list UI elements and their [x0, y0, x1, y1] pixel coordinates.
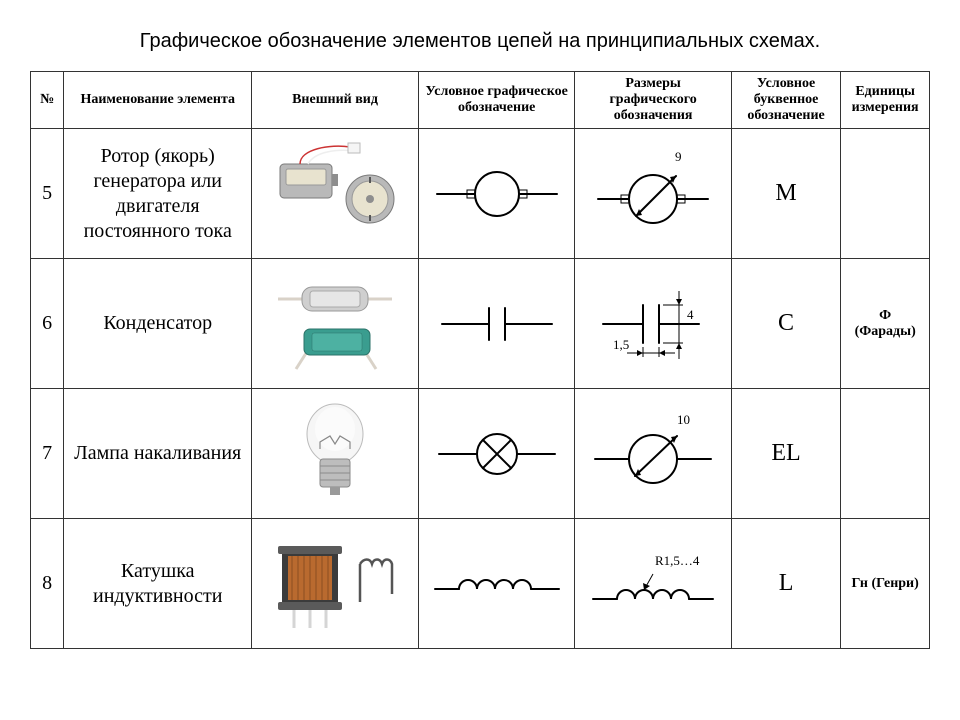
appearance-motor — [252, 129, 419, 259]
dims-capacitor: 1,5 4 — [575, 259, 731, 389]
letter-lamp: EL — [731, 389, 841, 519]
th-letter: Условное буквенное обозначение — [731, 72, 841, 129]
th-name: Наименование элемента — [64, 72, 252, 129]
table-row: 7 Лампа накаливания — [31, 389, 930, 519]
unit-motor — [841, 129, 930, 259]
table-row: 5 Ротор (якорь) генератора или двигателя… — [31, 129, 930, 259]
row-name: Ротор (якорь) генератора или двигателя п… — [64, 129, 252, 259]
table-row: 8 Катушка индуктивности — [31, 519, 930, 649]
unit-lamp — [841, 389, 930, 519]
symbol-capacitor — [418, 259, 574, 389]
row-name: Конденсатор — [64, 259, 252, 389]
th-dims: Размеры графического обозначения — [575, 72, 731, 129]
row-num: 8 — [31, 519, 64, 649]
appearance-capacitor — [252, 259, 419, 389]
th-appearance: Внешний вид — [252, 72, 419, 129]
appearance-inductor — [252, 519, 419, 649]
row-name: Лампа накаливания — [64, 389, 252, 519]
th-symbol: Условное графическое обозначение — [418, 72, 574, 129]
symbol-lamp — [418, 389, 574, 519]
svg-text:R1,5…4: R1,5…4 — [655, 553, 700, 568]
symbol-inductor — [418, 519, 574, 649]
th-num: № — [31, 72, 64, 129]
row-name: Катушка индуктивности — [64, 519, 252, 649]
dims-inductor: R1,5…4 — [575, 519, 731, 649]
unit-inductor: Гн (Генри) — [841, 519, 930, 649]
letter-motor: M — [731, 129, 841, 259]
svg-text:9: 9 — [675, 149, 682, 164]
components-table: № Наименование элемента Внешний вид Усло… — [30, 71, 930, 649]
row-num: 5 — [31, 129, 64, 259]
dims-lamp: 10 — [575, 389, 731, 519]
svg-text:4: 4 — [687, 307, 694, 322]
page-title: Графическое обозначение элементов цепей … — [30, 30, 930, 53]
dims-motor: 9 — [575, 129, 731, 259]
svg-text:1,5: 1,5 — [613, 337, 629, 352]
symbol-motor — [418, 129, 574, 259]
table-row: 6 Конденсатор — [31, 259, 930, 389]
th-unit: Единицы измерения — [841, 72, 930, 129]
letter-capacitor: C — [731, 259, 841, 389]
letter-inductor: L — [731, 519, 841, 649]
row-num: 6 — [31, 259, 64, 389]
unit-capacitor: Ф (Фарады) — [841, 259, 930, 389]
svg-text:10: 10 — [677, 412, 690, 427]
appearance-lamp — [252, 389, 419, 519]
row-num: 7 — [31, 389, 64, 519]
